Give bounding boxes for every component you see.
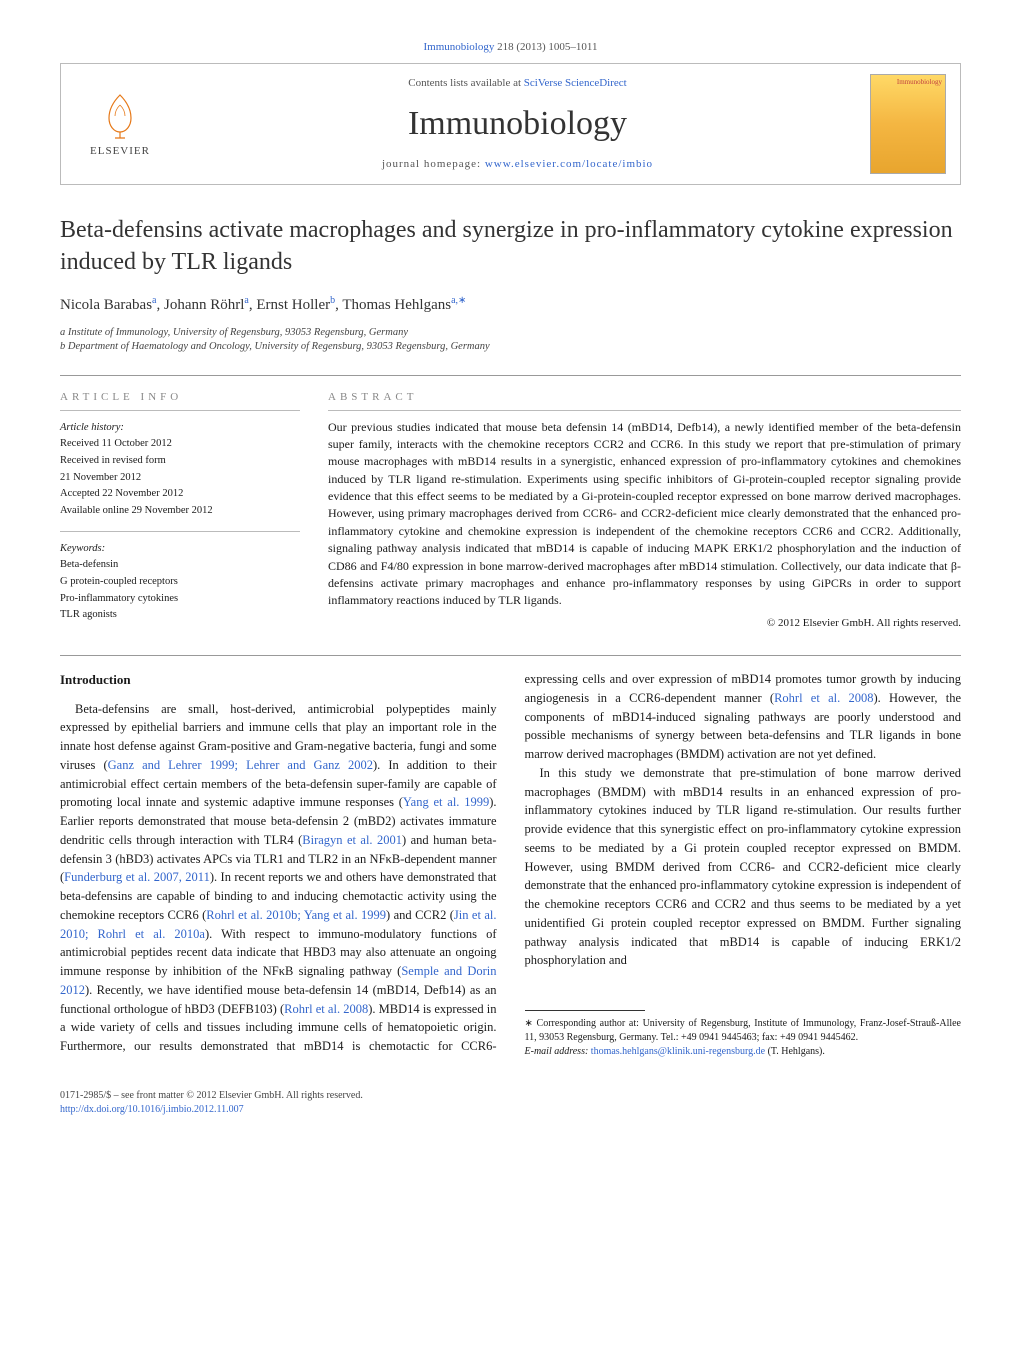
history-line: 21 November 2012 xyxy=(60,471,300,486)
introduction-heading: Introduction xyxy=(60,670,497,690)
keyword: TLR agonists xyxy=(60,608,300,623)
divider xyxy=(60,531,300,532)
footer-left: 0171-2985/$ – see front matter © 2012 El… xyxy=(60,1089,363,1117)
journal-ref-cite: 218 (2013) 1005–1011 xyxy=(497,41,597,53)
history-line: Received 11 October 2012 xyxy=(60,437,300,452)
keywords-heading: Keywords: xyxy=(60,542,300,557)
abstract-label: ABSTRACT xyxy=(328,390,961,405)
history-heading: Article history: xyxy=(60,421,300,436)
page-footer: 0171-2985/$ – see front matter © 2012 El… xyxy=(60,1089,961,1117)
abstract-column: ABSTRACT Our previous studies indicated … xyxy=(328,390,961,631)
contents-available: Contents lists available at SciVerse Sci… xyxy=(165,76,870,91)
intro-paragraph-2: In this study we demonstrate that pre-st… xyxy=(525,764,962,970)
article-title: Beta-defensins activate macrophages and … xyxy=(60,215,961,277)
keyword: G protein-coupled receptors xyxy=(60,575,300,590)
keyword: Beta-defensin xyxy=(60,558,300,573)
header-center: Contents lists available at SciVerse Sci… xyxy=(165,76,870,172)
homepage-link[interactable]: www.elsevier.com/locate/imbio xyxy=(485,158,653,170)
email-link[interactable]: thomas.hehlgans@klinik.uni-regensburg.de xyxy=(591,1046,765,1057)
history-line: Accepted 22 November 2012 xyxy=(60,487,300,502)
keyword: Pro-inflammatory cytokines xyxy=(60,592,300,607)
front-matter-line: 0171-2985/$ – see front matter © 2012 El… xyxy=(60,1089,363,1103)
abstract-text: Our previous studies indicated that mous… xyxy=(328,419,961,610)
article-info-column: ARTICLE INFO Article history: Received 1… xyxy=(60,390,300,631)
footnote-separator xyxy=(525,1010,645,1011)
article-info-label: ARTICLE INFO xyxy=(60,390,300,405)
sciencedirect-link[interactable]: SciVerse ScienceDirect xyxy=(524,77,627,89)
abstract-copyright: © 2012 Elsevier GmbH. All rights reserve… xyxy=(328,616,961,631)
divider xyxy=(328,410,961,411)
divider xyxy=(60,410,300,411)
doi-link[interactable]: http://dx.doi.org/10.1016/j.imbio.2012.1… xyxy=(60,1104,244,1115)
author-list: Nicola Barabasa, Johann Röhrla, Ernst Ho… xyxy=(60,294,961,316)
journal-homepage: journal homepage: www.elsevier.com/locat… xyxy=(165,157,870,172)
email-line: E-mail address: thomas.hehlgans@klinik.u… xyxy=(525,1045,962,1059)
journal-cover-thumbnail: Immunobiology xyxy=(870,74,946,174)
elsevier-tree-icon xyxy=(95,90,145,140)
journal-reference: Immunobiology 218 (2013) 1005–1011 xyxy=(60,40,961,55)
history-line: Received in revised form xyxy=(60,454,300,469)
journal-header: ELSEVIER Contents lists available at Sci… xyxy=(60,63,961,185)
affiliations: a Institute of Immunology, University of… xyxy=(60,326,961,355)
affiliation-a: a Institute of Immunology, University of… xyxy=(60,326,961,341)
history-line: Available online 29 November 2012 xyxy=(60,504,300,519)
footnotes: ∗ Corresponding author at: University of… xyxy=(525,1017,962,1059)
journal-title: Immunobiology xyxy=(165,100,870,148)
journal-ref-link[interactable]: Immunobiology xyxy=(423,41,494,53)
corresponding-author-note: ∗ Corresponding author at: University of… xyxy=(525,1017,962,1045)
divider xyxy=(60,655,961,656)
info-abstract-row: ARTICLE INFO Article history: Received 1… xyxy=(60,390,961,631)
elsevier-label: ELSEVIER xyxy=(90,144,150,159)
divider xyxy=(60,375,961,376)
elsevier-logo: ELSEVIER xyxy=(75,79,165,169)
affiliation-b: b Department of Haematology and Oncology… xyxy=(60,340,961,355)
cover-label: Immunobiology xyxy=(897,78,942,88)
article-body: Introduction Beta-defensins are small, h… xyxy=(60,670,961,1059)
